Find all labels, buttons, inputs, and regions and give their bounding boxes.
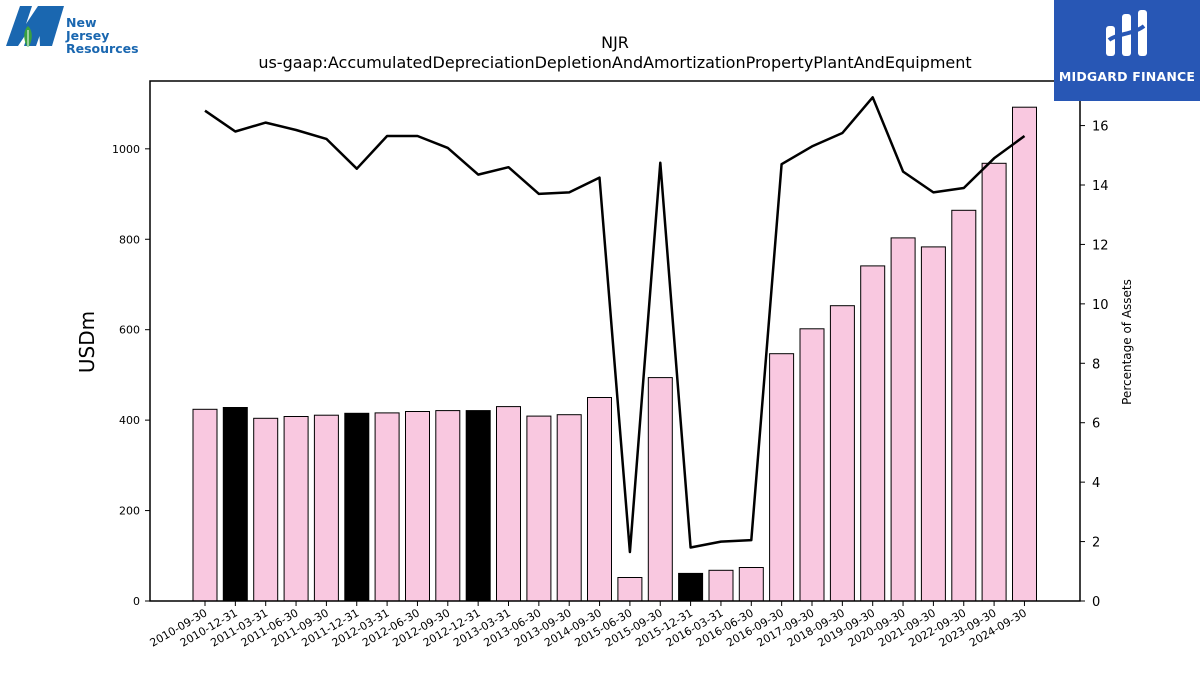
- bar: [192, 408, 218, 602]
- percentage-line: [204, 96, 1026, 554]
- y-tick-label-right: 8: [1092, 357, 1100, 372]
- y-tick-label-left: 800: [119, 233, 140, 246]
- bar: [405, 411, 430, 602]
- publisher-logo-text: MIDGARD FINANCE: [1058, 69, 1196, 84]
- bar: [587, 397, 612, 602]
- publisher-logo: MIDGARD FINANCE: [1054, 0, 1200, 101]
- y-tick-label-right: 14: [1092, 179, 1109, 194]
- y-tick-label-left: 400: [119, 414, 140, 427]
- y-tick-label-right: 2: [1092, 536, 1100, 551]
- bar: [222, 407, 248, 602]
- bar: [496, 406, 521, 602]
- bar: [920, 246, 946, 602]
- bar: [253, 417, 279, 602]
- bar: [799, 328, 825, 602]
- company-name-line2: Resources: [66, 41, 139, 56]
- njr-n-mark-icon: [6, 6, 64, 48]
- y-tick-label-right: 4: [1092, 476, 1100, 491]
- bar: [283, 416, 309, 602]
- bar: [738, 567, 764, 602]
- y-axis-label-left: USDm: [75, 311, 99, 373]
- y-tick-label-left: 600: [119, 324, 140, 337]
- y-tick-label-left: 1000: [112, 143, 140, 156]
- y-axis-label-right: Percentage of Assets: [1120, 279, 1134, 405]
- company-name-line1: New Jersey: [66, 15, 110, 43]
- bar: [890, 237, 916, 602]
- company-logo-text: New Jersey Resources: [66, 16, 144, 55]
- y-tick-label-right: 10: [1092, 298, 1109, 313]
- bar: [435, 410, 461, 602]
- y-tick-label-right: 12: [1092, 238, 1109, 253]
- y-tick-label-right: 0: [1092, 595, 1100, 610]
- bar: [556, 414, 582, 602]
- plot-frame: [149, 80, 1081, 602]
- bar: [313, 414, 339, 602]
- bar: [647, 377, 673, 602]
- midgard-mark-icon: [1106, 10, 1147, 56]
- bar: [678, 572, 704, 602]
- bar: [344, 412, 370, 602]
- y-tick-label-left: 0: [133, 595, 140, 608]
- bar: [374, 412, 400, 602]
- bar: [617, 577, 643, 602]
- bar: [769, 353, 795, 602]
- y-tick-label-right: 6: [1092, 417, 1100, 432]
- bar: [708, 569, 734, 602]
- y-tick-label-left: 200: [119, 505, 140, 518]
- bar: [526, 415, 552, 602]
- bar: [829, 305, 855, 602]
- chart-title: NJR: [601, 33, 629, 52]
- bar: [860, 265, 886, 602]
- y-tick-label-right: 16: [1092, 120, 1109, 135]
- bar: [951, 209, 977, 602]
- bar: [1012, 106, 1037, 602]
- chart-subtitle: us-gaap:AccumulatedDepreciationDepletion…: [258, 53, 971, 72]
- bar: [981, 162, 1007, 602]
- bar: [465, 410, 491, 602]
- company-logo: New Jersey Resources: [4, 4, 144, 55]
